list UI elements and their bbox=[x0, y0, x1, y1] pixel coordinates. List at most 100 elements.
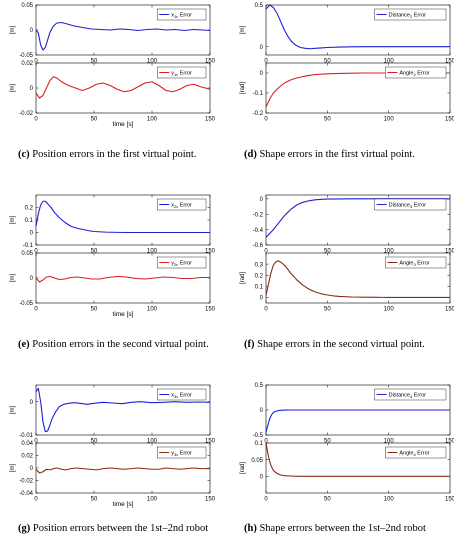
y-tick-label: 0 bbox=[30, 231, 34, 237]
caption-e-letter: (e) bbox=[18, 339, 30, 350]
x-tick-label: 50 bbox=[91, 439, 98, 445]
x-tick-label: 50 bbox=[324, 249, 331, 255]
y-axis-label: [m] bbox=[10, 84, 16, 93]
y-axis-label: [rad] bbox=[240, 82, 246, 94]
x-tick-label: 100 bbox=[384, 249, 395, 255]
chart-f-subplot-0: -0.6 -0.4 -0.2 0 0 50 100 150 Distance3 Error bbox=[253, 194, 454, 255]
legend: Angle4 Error bbox=[385, 446, 447, 459]
y-tick-label: 0 bbox=[30, 276, 34, 282]
y-tick-label: 0.04 bbox=[21, 441, 33, 447]
y-tick-label: -0.05 bbox=[19, 301, 33, 307]
x-tick-label: 150 bbox=[445, 307, 454, 313]
x-tick-label: 0 bbox=[34, 307, 38, 313]
legend: y3v Error bbox=[156, 446, 207, 459]
series-line bbox=[35, 387, 211, 433]
legend-box bbox=[374, 198, 447, 211]
legend-label: Distance2 Error bbox=[389, 13, 427, 20]
x-tick-label: 150 bbox=[205, 439, 216, 445]
chart-panel-d: 0 0.5 0 50 100 150 [m] Distance2 Error -0.2 -0.1 0… bbox=[228, 0, 454, 135]
x-tick-label: 150 bbox=[205, 117, 216, 123]
legend-box bbox=[156, 388, 207, 401]
x-tick-label: 100 bbox=[147, 307, 158, 313]
y-tick-label: 0 bbox=[30, 28, 34, 34]
y-tick-label: 0 bbox=[260, 475, 264, 481]
legend: x3v Error bbox=[156, 388, 207, 401]
y-axis-label: [rad] bbox=[240, 272, 246, 284]
chart-d-subplot-1: -0.2-0.100 50 100 150[rad]Angle2 Error bbox=[240, 62, 454, 123]
x-axis-label: time [s] bbox=[113, 501, 134, 508]
caption-e-text: Position errors in the second virtual po… bbox=[29, 339, 209, 350]
chart-f-subplot-1: 0 0.1 0.2 0.3 0 50 100 150 [rad] Angle3 Error bbox=[240, 252, 454, 313]
chart-panel-h: -0.5 0 0.5 0 50 100 150 Distance4 Error 0 0.05 0.1… bbox=[228, 380, 454, 515]
x-tick-label: 0 bbox=[34, 439, 38, 445]
y-tick-label: 0.1 bbox=[25, 218, 34, 224]
series-line bbox=[35, 200, 210, 234]
caption-f-letter: (f) bbox=[244, 339, 255, 350]
legend-label: y2v Error bbox=[171, 261, 192, 268]
y-tick-label: -0.1 bbox=[253, 91, 264, 97]
y-axis-label: [rad] bbox=[240, 462, 246, 474]
x-tick-label: 0 bbox=[264, 439, 268, 445]
x-tick-label: 150 bbox=[205, 307, 216, 313]
y-tick-label: 0 bbox=[260, 296, 264, 302]
chart-d-subplot-0: 0 0.5 0 50 100 150 [m] Distance2 Error bbox=[240, 3, 454, 64]
y-tick-label: -0.2 bbox=[253, 212, 264, 218]
y-tick-label: 0.2 bbox=[25, 206, 34, 212]
legend-label: x2v Error bbox=[171, 203, 192, 210]
x-tick-label: 0 bbox=[264, 497, 268, 503]
chart-panel-f: -0.6 -0.4 -0.2 0 0 50 100 150 Distance3 Error 0 0.… bbox=[228, 190, 454, 325]
y-axis-label: [m] bbox=[10, 274, 16, 283]
x-tick-label: 150 bbox=[445, 439, 454, 445]
series-line bbox=[35, 76, 211, 99]
caption-d: (d) Shape errors in the first virtual po… bbox=[244, 148, 450, 161]
x-tick-label: 150 bbox=[445, 117, 454, 123]
x-tick-label: 50 bbox=[91, 307, 98, 313]
y-tick-label: 0.02 bbox=[21, 61, 33, 67]
x-tick-label: 0 bbox=[264, 307, 268, 313]
y-tick-label: 0.2 bbox=[255, 273, 264, 279]
x-tick-label: 50 bbox=[324, 439, 331, 445]
caption-g-letter: (g) bbox=[18, 523, 31, 534]
series-line bbox=[265, 72, 450, 108]
x-tick-label: 100 bbox=[147, 249, 158, 255]
x-tick-label: 50 bbox=[91, 59, 98, 65]
x-tick-label: 100 bbox=[147, 59, 158, 65]
x-tick-label: 0 bbox=[34, 249, 38, 255]
y-tick-label: -0.5 bbox=[253, 433, 264, 439]
y-axis-label: [m] bbox=[240, 26, 246, 35]
y-tick-label: 0 bbox=[260, 197, 264, 203]
y-tick-label: -0.04 bbox=[19, 491, 33, 497]
x-tick-label: 100 bbox=[147, 439, 158, 445]
series-line bbox=[265, 198, 450, 238]
legend-label: x1v Error bbox=[171, 13, 192, 20]
y-tick-label: 0 bbox=[260, 45, 264, 51]
y-tick-label: -0.02 bbox=[19, 479, 33, 485]
legend-box bbox=[156, 256, 207, 269]
legend: y2v Error bbox=[156, 256, 207, 269]
x-tick-label: 0 bbox=[264, 117, 268, 123]
x-tick-label: 50 bbox=[324, 497, 331, 503]
x-tick-label: 50 bbox=[324, 59, 331, 65]
caption-f: (f) Shape errors in the second virtual p… bbox=[244, 338, 450, 351]
chart-panel-e: -0.1 0 0.1 0.2 0 50 100 150 [m] x2v Error -0.05 0 0.… bbox=[0, 190, 222, 325]
legend-box bbox=[385, 256, 447, 269]
x-tick-label: 100 bbox=[384, 59, 395, 65]
series-line bbox=[265, 4, 450, 50]
legend-box bbox=[156, 66, 207, 79]
legend: Distance4 Error bbox=[374, 388, 447, 401]
x-tick-label: 150 bbox=[205, 59, 216, 65]
y-tick-label: -0.02 bbox=[19, 111, 33, 117]
y-tick-label: 0 bbox=[260, 408, 264, 414]
y-axis-label: [m] bbox=[10, 216, 16, 225]
chart-d-svg: 0 0.5 0 50 100 150 [m] Distance2 Error -0.2 -0.1 0… bbox=[240, 3, 454, 123]
y-axis-label: [m] bbox=[10, 26, 16, 35]
y-tick-label: -0.6 bbox=[253, 243, 264, 249]
y-tick-label: 0.05 bbox=[251, 458, 263, 464]
